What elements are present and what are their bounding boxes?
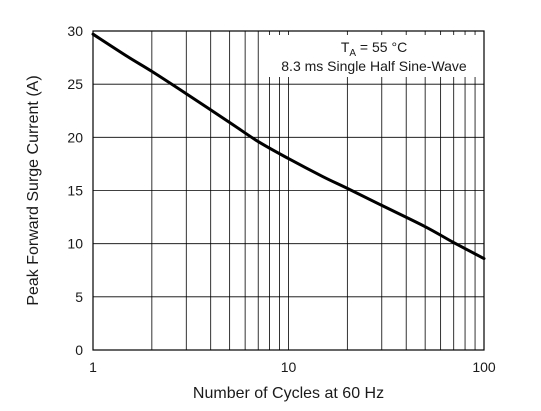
annotation-background bbox=[268, 35, 480, 77]
x-tick-label: 10 bbox=[281, 359, 297, 375]
y-tick-label: 10 bbox=[67, 236, 83, 252]
y-tick-label: 0 bbox=[75, 342, 83, 358]
annotation-temperature: TA = 55 °C bbox=[341, 39, 407, 59]
y-tick-label: 15 bbox=[67, 183, 83, 199]
y-tick-label: 25 bbox=[67, 76, 83, 92]
surge-current-curve bbox=[91, 32, 486, 261]
y-axis-label: Peak Forward Surge Current (A) bbox=[25, 75, 42, 305]
x-tick-label: 100 bbox=[472, 359, 496, 375]
annotation-waveform: 8.3 ms Single Half Sine-Wave bbox=[281, 58, 467, 74]
x-tick-label: 1 bbox=[89, 359, 97, 375]
y-tick-label: 30 bbox=[67, 23, 83, 39]
annotation-box: TA = 55 °C 8.3 ms Single Half Sine-Wave bbox=[268, 35, 480, 77]
grid-lines bbox=[93, 31, 484, 350]
series-layer bbox=[91, 32, 486, 261]
x-axis-label: Number of Cycles at 60 Hz bbox=[193, 385, 384, 402]
y-tick-label: 5 bbox=[75, 289, 83, 305]
y-tick-label: 20 bbox=[67, 129, 83, 145]
tick-labels: 0 5 10 15 20 25 30 1 10 100 bbox=[67, 23, 495, 375]
plot-frame bbox=[92, 30, 485, 351]
